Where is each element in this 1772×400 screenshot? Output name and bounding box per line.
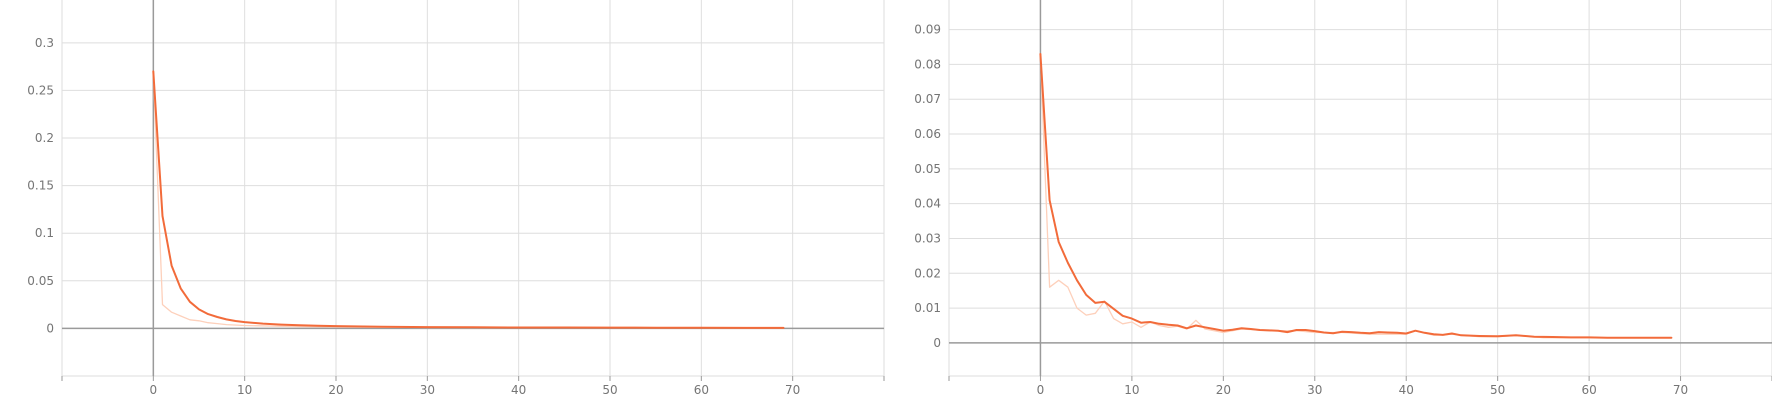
y-tick-label: 0.06: [914, 127, 941, 141]
y-tick-label: 0.15: [27, 179, 54, 193]
y-tick-label: 0.1: [35, 226, 54, 240]
series-line-raw: [1039, 53, 1673, 339]
x-tick-label: 30: [420, 383, 435, 397]
y-tick-label: 0.03: [914, 231, 941, 245]
y-tick-label: 0.08: [914, 57, 941, 71]
y-tick-label: 0.09: [914, 23, 941, 37]
chart-panel-2: 0 10 20 30 40 50 60 70 0 0.01 0.02 0.03 0.04 0.05 0.06…: [914, 0, 1772, 397]
x-tick-label: 60: [1581, 383, 1596, 397]
series-line-raw: [152, 70, 785, 329]
y-tick-label: 0.05: [914, 162, 941, 176]
y-tick-label: 0.04: [914, 197, 941, 211]
x-tick-label: 30: [1307, 383, 1322, 397]
x-tick-label: 50: [1490, 383, 1505, 397]
x-tick-label: 60: [694, 383, 709, 397]
y-tick-label: 0: [46, 321, 54, 335]
y-tick-label: 0.02: [914, 266, 941, 280]
x-tick-label: 70: [1673, 383, 1688, 397]
x-tick-label: 40: [511, 383, 526, 397]
y-tick-label: 0.3: [35, 36, 54, 50]
x-tick-label: 20: [328, 383, 343, 397]
series-line-smoothed: [152, 70, 785, 329]
chart-panel-1: 0 10 20 30 40 50 60 70 0 0.05 0.1 0.15 0.2 0.25 0.3: [27, 0, 885, 397]
series-line-smoothed: [1039, 53, 1673, 339]
x-tick-label: 10: [237, 383, 252, 397]
x-tick-label: 40: [1399, 383, 1414, 397]
x-tick-label: 70: [785, 383, 800, 397]
x-tick-label: 10: [1124, 383, 1139, 397]
x-tick-label: 0: [1037, 383, 1045, 397]
x-tick-label: 50: [602, 383, 617, 397]
y-tick-label: 0.05: [27, 274, 54, 288]
y-tick-label: 0.25: [27, 83, 54, 97]
x-tick-label: 0: [150, 383, 158, 397]
x-tick-label: 20: [1216, 383, 1231, 397]
y-tick-label: 0.07: [914, 92, 941, 106]
y-tick-label: 0: [933, 336, 941, 350]
y-tick-label: 0.2: [35, 131, 54, 145]
y-tick-label: 0.01: [914, 301, 941, 315]
